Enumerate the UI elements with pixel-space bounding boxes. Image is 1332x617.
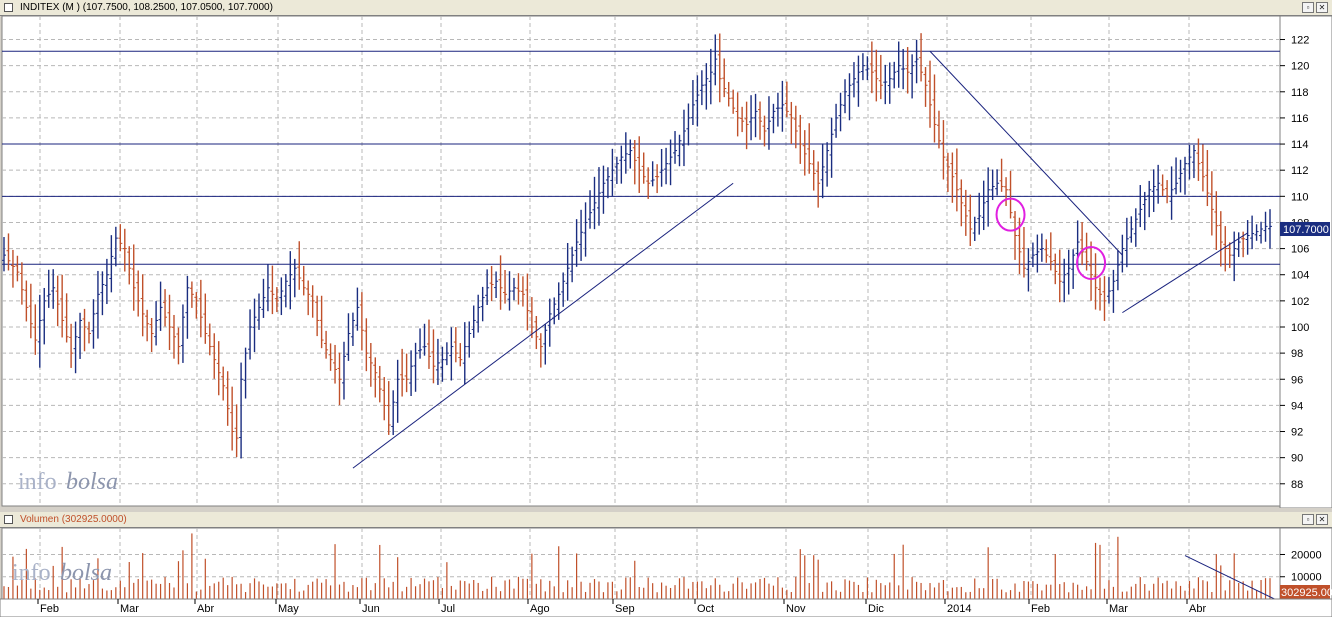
month-label: Feb [1031,603,1050,615]
pane-icon[interactable] [4,3,13,12]
watermark-info-volume: info [12,560,51,586]
close-icon-volume[interactable]: ✕ [1316,514,1328,525]
volume-pane-titlebar: Volumen (302925.0000) ▫ ✕ [0,512,1332,528]
highlight-circle [995,197,1026,232]
price-tick-label: 94 [1291,400,1303,412]
price-tick-label: 114 [1291,139,1309,151]
month-label: Mar [1109,603,1128,615]
time-axis [0,598,1332,617]
month-label: Nov [786,603,806,615]
month-label: May [278,603,299,615]
ohlc-bars [2,33,1272,459]
month-label: Abr [1189,603,1206,615]
maximize-icon-volume[interactable]: ▫ [1302,514,1314,525]
volume-tick-label: 10000 [1291,572,1322,584]
close-icon[interactable]: ✕ [1316,2,1328,13]
volume-axis-ticks: 10000 20000 [1280,549,1322,584]
month-label: Dic [868,603,884,615]
price-tick-label: 122 [1291,35,1309,47]
price-tick-label: 90 [1291,453,1303,465]
last-volume-badge [1280,585,1330,599]
price-pane-title: INDITEX (M ) (107.7500, 108.2500, 107.05… [20,2,273,13]
month-label: Jun [362,603,380,615]
price-tick-label: 92 [1291,427,1303,439]
watermark-info: info [18,469,57,495]
price-gridlines [2,16,1280,506]
volume-chart: 10000 20000 info bolsa 302925.00 Feb Mar Ab… [0,528,1332,617]
volume-pane-title: Volumen (302925.0000) [20,514,127,525]
month-label: 2014 [947,603,971,615]
price-tick-label: 100 [1291,322,1309,334]
price-axis-area [1279,16,1332,508]
price-pane-titlebar: INDITEX (M ) (107.7500, 108.2500, 107.05… [0,0,1332,16]
last-price-badge [1280,222,1330,236]
trendline [929,50,1123,256]
month-label: Mar [120,603,139,615]
month-label: Jul [441,603,455,615]
price-tick-label: 96 [1291,374,1303,386]
price-tick-label: 118 [1291,87,1309,99]
trendline [1122,232,1248,314]
time-axis-labels: Feb Mar Abr May Jun Jul Ago Sep Oct Nov Dic 2014 Feb… [37,599,1206,615]
price-tick-label: 102 [1291,296,1309,308]
month-label: Abr [197,603,214,615]
last-price-label: 107.7000 [1283,224,1329,236]
watermark-bolsa-volume: bolsa [60,560,112,586]
highlight-circles [995,197,1107,280]
price-tick-label: 88 [1291,479,1303,491]
price-tick-label: 106 [1291,244,1309,256]
price-tick-label: 120 [1291,61,1309,73]
month-label: Sep [615,603,635,615]
price-tick-label: 98 [1291,348,1303,360]
trendline [352,182,734,469]
month-label: Oct [697,603,714,615]
price-tick-label: 110 [1291,191,1309,203]
horizontal-levels [2,50,1280,265]
maximize-icon[interactable]: ▫ [1302,2,1314,13]
price-tick-label: 116 [1291,113,1309,125]
trendlines [352,50,1248,469]
last-volume-label: 302925.00 [1281,587,1332,599]
volume-bars [3,533,1271,599]
month-label: Feb [40,603,59,615]
volume-trendline [1184,555,1275,600]
volume-trendline-line [1184,555,1275,600]
pane-icon-volume[interactable] [4,515,13,524]
volume-tick-label: 20000 [1291,549,1322,561]
price-tick-label: 112 [1291,165,1309,177]
volume-plot-area [1,528,1281,600]
watermark-bolsa: bolsa [66,469,118,495]
price-plot-area [1,16,1281,507]
price-tick-label: 104 [1291,270,1309,282]
price-chart: 8890929496981001021041061081101121141161… [1,16,1332,508]
month-label: Ago [530,603,550,615]
highlight-circle [1076,245,1107,280]
